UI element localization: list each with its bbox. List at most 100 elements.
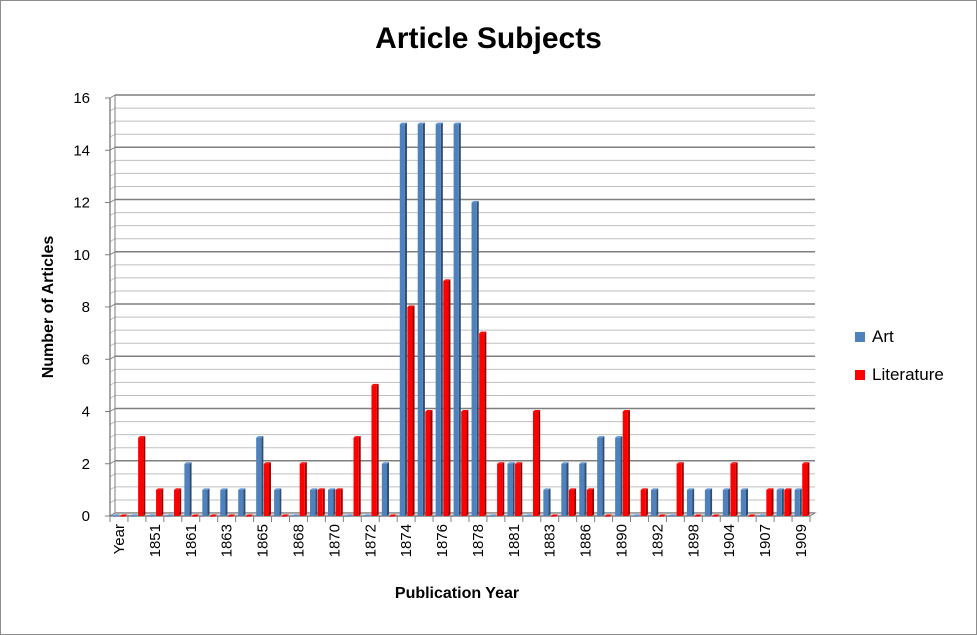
bar-art xyxy=(704,488,713,516)
bar-literature xyxy=(120,514,128,517)
bar-top xyxy=(443,279,451,281)
bar-side xyxy=(268,462,271,516)
bar-literature xyxy=(443,279,451,516)
bar-front xyxy=(525,516,531,517)
side-wall-gridline xyxy=(109,146,116,151)
bar-side xyxy=(781,488,784,516)
bar-art xyxy=(489,514,497,517)
legend-item-art: Art xyxy=(855,318,944,356)
bar-art xyxy=(292,514,300,517)
bar-side xyxy=(520,462,523,516)
bar-front xyxy=(156,489,162,516)
bar-side xyxy=(376,383,379,516)
side-wall-gridline xyxy=(109,421,116,425)
bar-art xyxy=(130,514,138,517)
x-tick-label: 1890 xyxy=(614,524,631,557)
x-axis-title: Publication Year xyxy=(395,585,519,602)
bar-top xyxy=(532,410,541,412)
y-tick-label: 4 xyxy=(82,404,90,421)
bar-art xyxy=(597,436,605,516)
bar-side xyxy=(710,488,713,516)
bar-top xyxy=(327,488,336,490)
bar-front xyxy=(532,411,539,516)
bar-top xyxy=(461,410,469,412)
bar-literature xyxy=(209,514,218,517)
x-tick-label: 1863 xyxy=(219,524,236,557)
bar-art xyxy=(220,488,228,516)
bar-top xyxy=(758,514,766,516)
bar-art xyxy=(381,462,390,516)
y-tick-label: 0 xyxy=(82,508,90,525)
bar-side xyxy=(789,488,792,516)
bar-front xyxy=(686,489,693,516)
side-wall-gridline xyxy=(109,395,116,399)
y-tick-label: 14 xyxy=(73,142,90,159)
chart-title: Article Subjects xyxy=(375,22,602,55)
bar-front xyxy=(263,463,269,516)
bar-front xyxy=(651,489,657,516)
y-tick-label: 8 xyxy=(82,299,90,316)
bar-front xyxy=(676,463,682,516)
side-wall-gridline xyxy=(109,408,116,412)
bar-literature xyxy=(353,436,361,516)
bar-side xyxy=(566,462,569,516)
bar-literature xyxy=(497,462,505,516)
x-tick-label: 1861 xyxy=(183,524,200,557)
bar-side xyxy=(458,122,461,516)
bar-top xyxy=(281,514,289,516)
bar-top xyxy=(156,488,164,490)
bar-top xyxy=(515,462,523,464)
bar-front xyxy=(417,124,423,516)
x-tick-label: 1851 xyxy=(147,524,164,557)
bar-art xyxy=(776,488,784,516)
bar-front xyxy=(453,124,459,516)
bar-side xyxy=(771,488,774,516)
bar-top xyxy=(597,436,605,438)
bar-literature xyxy=(604,514,612,517)
side-wall-gridline xyxy=(109,107,116,112)
x-tick-label: 1868 xyxy=(290,524,307,557)
bar-top xyxy=(425,410,433,412)
bar-top xyxy=(202,488,210,490)
side-wall-gridline xyxy=(109,381,116,386)
x-tick-label: 1909 xyxy=(793,524,810,557)
bar-art xyxy=(453,122,461,516)
bar-front xyxy=(435,124,441,516)
bar-side xyxy=(656,488,659,516)
bar-top xyxy=(274,488,282,490)
bar-front xyxy=(633,516,639,517)
bar-front xyxy=(479,333,485,516)
bar-top xyxy=(802,462,810,464)
bar-front xyxy=(776,489,782,516)
bar-front xyxy=(461,411,467,516)
bar-front xyxy=(120,516,126,517)
bar-front xyxy=(784,489,790,516)
bar-top xyxy=(658,514,666,516)
bar-top xyxy=(335,488,343,490)
bar-art xyxy=(686,488,695,516)
bar-front xyxy=(292,516,298,517)
bar-literature xyxy=(676,462,684,516)
bar-top xyxy=(245,514,254,516)
side-wall-gridline xyxy=(109,447,116,452)
bar-literature xyxy=(299,462,307,516)
bar-front xyxy=(622,411,628,516)
bar-top xyxy=(722,488,731,490)
bar-top xyxy=(704,488,713,490)
bar-top xyxy=(345,514,354,516)
bar-art xyxy=(417,122,425,516)
x-tick-label: 1892 xyxy=(649,524,666,557)
bar-top xyxy=(453,122,461,125)
bar-side xyxy=(645,488,648,516)
side-wall-gridline xyxy=(109,212,116,216)
bar-top xyxy=(489,514,497,516)
bar-side xyxy=(735,462,738,516)
bar-front xyxy=(256,437,262,516)
x-tick-label: 1878 xyxy=(470,524,487,557)
bar-front xyxy=(238,489,244,516)
bar-literature xyxy=(784,488,792,516)
bar-art xyxy=(579,462,587,516)
x-tick-label: 1876 xyxy=(434,524,451,557)
bar-side xyxy=(448,279,451,516)
bar-top xyxy=(256,436,264,438)
